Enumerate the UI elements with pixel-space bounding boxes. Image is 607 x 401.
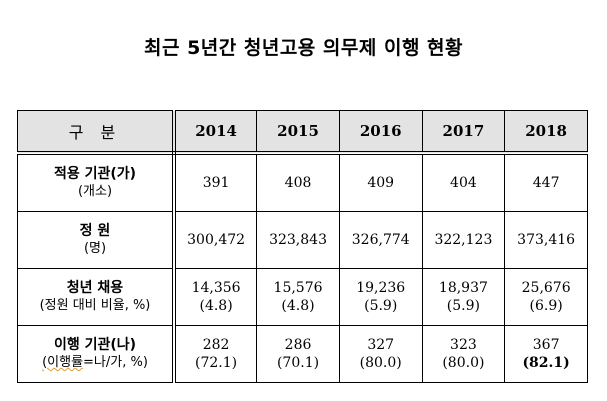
value: 282 [202, 337, 230, 353]
ratio: (72.1) [195, 355, 238, 371]
header-category: 구 분 [17, 110, 176, 155]
cell-value: 286 (70.1) [256, 325, 340, 383]
cell-value: 323,843 [256, 211, 340, 269]
cell-value: 15,576 (4.8) [256, 268, 340, 326]
sublabel-rest: =나/가, %) [83, 355, 148, 370]
ratio: (70.1) [276, 355, 320, 371]
document-title: 최근 5년간 청년고용 의무제 이행 현황 [144, 37, 463, 59]
value: 447 [532, 175, 560, 191]
value: 14,356 [191, 280, 241, 296]
cell-value: 14,356 (4.8) [173, 268, 258, 326]
header-year: 2017 [421, 110, 506, 155]
row-label: 정 원 (명) [17, 211, 176, 269]
cell-value: 18,937 (5.9) [421, 268, 506, 326]
value: 373,416 [517, 232, 576, 248]
header-year: 2016 [338, 110, 423, 155]
value: 323 [450, 337, 477, 353]
cell-value: 391 [173, 152, 258, 212]
cell-value: 323 (80.0) [421, 325, 506, 383]
value: 391 [202, 175, 230, 191]
spellcheck-underline: (이행률 [42, 355, 84, 370]
row-label: 청년 채용 (정원 대비 비율, %) [17, 268, 176, 326]
row-label-main: 적용 기관(가) [53, 166, 137, 182]
row-label: 이행 기관(나) (이행률=나/가, %) [17, 325, 176, 383]
cell-value: 327 (80.0) [338, 325, 423, 383]
value: 404 [450, 175, 477, 191]
cell-value: 25,676 (6.9) [504, 268, 588, 326]
cell-value: 322,123 [421, 211, 506, 269]
row-label: 적용 기관(가) (개소) [17, 152, 176, 212]
value: 300,472 [187, 232, 246, 248]
ratio: (5.9) [364, 298, 398, 314]
header-year: 2015 [256, 110, 340, 155]
value: 322,123 [434, 232, 493, 248]
table-row-compliant-institutions: 이행 기관(나) (이행률=나/가, %) 282 (72.1) 286 (70.1… [17, 325, 588, 383]
value: 15,576 [273, 280, 323, 296]
value: 18,937 [438, 280, 488, 296]
cell-value: 447 [504, 152, 588, 212]
header-year: 2018 [504, 110, 588, 155]
ratio: (4.8) [281, 298, 315, 314]
value: 323,843 [269, 232, 327, 248]
row-label-sub: (정원 대비 비율, %) [39, 298, 151, 313]
table-row-applied-institutions: 적용 기관(가) (개소) 391 408 409 404 447 [17, 152, 588, 212]
table-row-youth-hiring: 청년 채용 (정원 대비 비율, %) 14,356 (4.8) 15,576 (4… [17, 268, 588, 326]
table-row-quota: 정 원 (명) 300,472 323,843 326,774 322,123 … [17, 211, 588, 269]
header-year: 2014 [173, 110, 258, 155]
cell-value: 282 (72.1) [173, 325, 258, 383]
ratio-highlighted: (82.1) [522, 355, 570, 371]
value: 19,236 [356, 280, 406, 296]
ratio: (5.9) [446, 298, 480, 314]
value: 286 [284, 337, 312, 353]
row-label-main: 이행 기관(나) [53, 337, 137, 353]
value: 367 [532, 337, 560, 353]
cell-value: 408 [256, 152, 340, 212]
ratio: (80.0) [359, 355, 402, 371]
value: 326,774 [351, 232, 410, 248]
cell-value: 404 [421, 152, 506, 212]
row-label-main: 정 원 [79, 223, 111, 239]
youth-employment-table: 구 분 2014 2015 2016 2017 2018 적용 기관(가) (개… [17, 110, 588, 383]
table-header-row: 구 분 2014 2015 2016 2017 2018 [17, 110, 588, 155]
cell-value: 19,236 (5.9) [338, 268, 423, 326]
cell-value: 326,774 [338, 211, 423, 269]
row-label-sub: (명) [83, 241, 107, 256]
cell-value: 409 [338, 152, 423, 212]
value: 327 [367, 337, 395, 353]
cell-value: 373,416 [504, 211, 588, 269]
ratio: (6.9) [529, 298, 563, 314]
row-label-main: 청년 채용 [66, 280, 124, 296]
value: 25,676 [521, 280, 571, 296]
row-label-sub: (개소) [77, 184, 113, 199]
ratio: (80.0) [442, 355, 485, 371]
ratio: (4.8) [199, 298, 233, 314]
value: 409 [367, 175, 395, 191]
value: 408 [284, 175, 312, 191]
cell-value: 300,472 [173, 211, 258, 269]
row-label-sub: (이행률=나/가, %) [18, 354, 172, 372]
cell-value: 367 (82.1) [504, 325, 588, 383]
